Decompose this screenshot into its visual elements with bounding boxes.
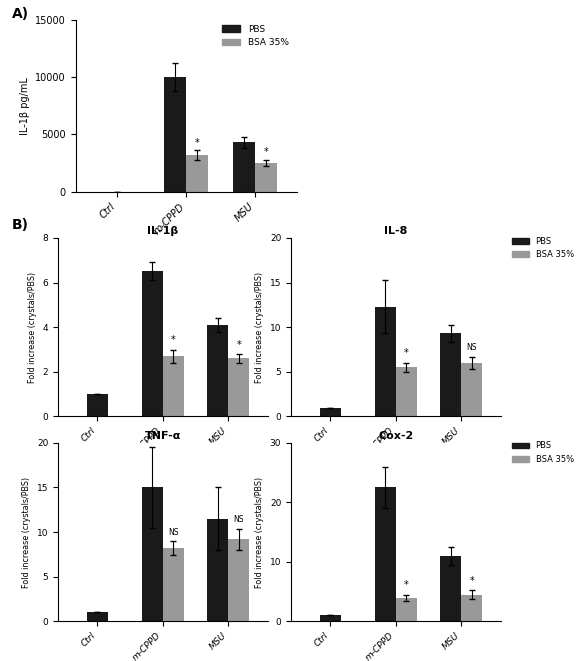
Bar xyxy=(228,539,249,621)
Bar xyxy=(207,325,228,416)
Bar xyxy=(207,519,228,621)
Text: *: * xyxy=(469,576,474,586)
Bar xyxy=(228,358,249,416)
Bar xyxy=(440,556,461,621)
Bar xyxy=(87,612,108,621)
Bar xyxy=(396,368,417,416)
Text: *: * xyxy=(236,340,242,350)
Title: TNF-α: TNF-α xyxy=(145,431,181,441)
Text: *: * xyxy=(404,580,409,590)
Y-axis label: Fold increase (crystals/PBS): Fold increase (crystals/PBS) xyxy=(255,477,264,588)
Title: Cox-2: Cox-2 xyxy=(378,431,413,441)
Bar xyxy=(163,548,184,621)
Y-axis label: Fold increase (crystals/PBS): Fold increase (crystals/PBS) xyxy=(28,272,37,383)
Legend: PBS, BSA 35%: PBS, BSA 35% xyxy=(509,233,577,262)
Bar xyxy=(461,595,482,621)
Bar xyxy=(440,333,461,416)
Bar xyxy=(320,615,340,621)
Text: *: * xyxy=(404,348,409,358)
Bar xyxy=(142,272,163,416)
Bar xyxy=(396,598,417,621)
Title: IL-8: IL-8 xyxy=(384,226,407,236)
Bar xyxy=(163,356,184,416)
Y-axis label: Fold increase (crystals/PBS): Fold increase (crystals/PBS) xyxy=(255,272,264,383)
Title: IL-1β: IL-1β xyxy=(147,226,179,236)
Legend: PBS, BSA 35%: PBS, BSA 35% xyxy=(219,21,292,51)
Bar xyxy=(186,155,208,192)
Bar xyxy=(461,363,482,416)
Text: A): A) xyxy=(12,7,29,20)
Bar xyxy=(142,487,163,621)
Legend: PBS, BSA 35%: PBS, BSA 35% xyxy=(509,438,577,467)
Bar xyxy=(320,407,340,416)
Text: NS: NS xyxy=(168,527,179,537)
Text: *: * xyxy=(171,335,176,345)
Text: *: * xyxy=(264,147,269,157)
Text: NS: NS xyxy=(466,343,477,352)
Bar xyxy=(164,77,186,192)
Text: B): B) xyxy=(12,218,29,232)
Bar xyxy=(87,394,108,416)
Y-axis label: Fold increase (crystals/PBS): Fold increase (crystals/PBS) xyxy=(23,477,31,588)
Bar xyxy=(375,307,396,416)
Y-axis label: IL-1β pg/mL: IL-1β pg/mL xyxy=(20,77,30,135)
Text: NS: NS xyxy=(233,515,244,524)
Text: *: * xyxy=(195,137,200,147)
Bar xyxy=(375,488,396,621)
Bar xyxy=(233,142,255,192)
Bar xyxy=(255,163,278,192)
